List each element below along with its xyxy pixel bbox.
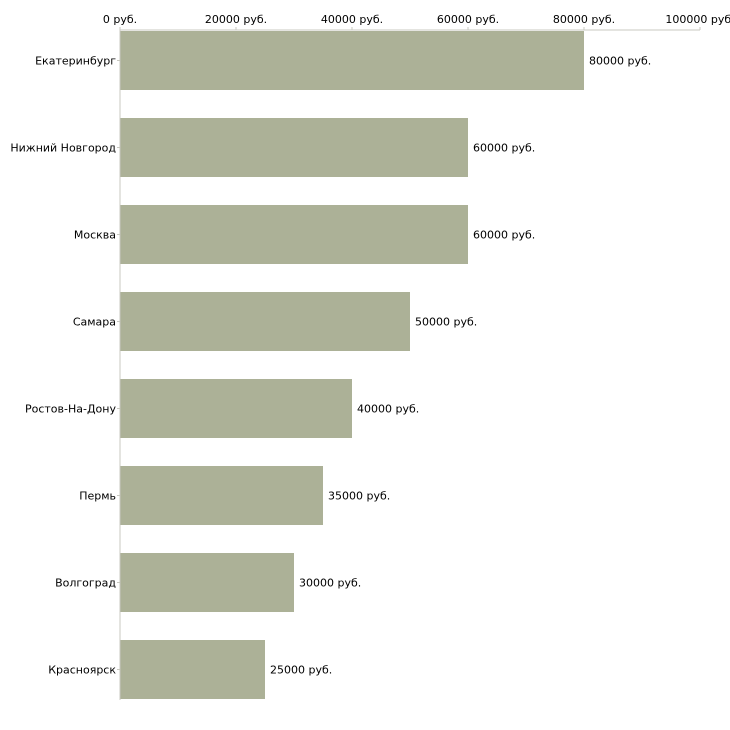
x-tick-label: 0 руб. (103, 13, 137, 26)
y-tick-label: Ростов-На-Дону (25, 403, 116, 416)
data-label: 35000 руб. (328, 490, 390, 503)
data-label: 25000 руб. (270, 664, 332, 677)
bar (120, 640, 265, 699)
data-label: 60000 руб. (473, 142, 535, 155)
data-label: 50000 руб. (415, 316, 477, 329)
y-tick-label: Москва (74, 229, 116, 242)
x-tick-label: 20000 руб. (205, 13, 267, 26)
data-label: 30000 руб. (299, 577, 361, 590)
y-tick-label: Пермь (79, 490, 116, 503)
x-tick-label: 40000 руб. (321, 13, 383, 26)
data-label: 80000 руб. (589, 55, 651, 68)
x-tick-label: 100000 руб. (665, 13, 730, 26)
data-label: 60000 руб. (473, 229, 535, 242)
bar (120, 466, 323, 525)
y-tick-label: Нижний Новгород (10, 142, 116, 155)
y-tick-label: Екатеринбург (35, 55, 116, 68)
bar (120, 205, 468, 264)
data-label: 40000 руб. (357, 403, 419, 416)
bar (120, 379, 352, 438)
x-tick-label: 60000 руб. (437, 13, 499, 26)
bar (120, 292, 410, 351)
bar (120, 31, 584, 90)
bar (120, 118, 468, 177)
y-tick-label: Красноярск (48, 664, 116, 677)
bar (120, 553, 294, 612)
y-tick-label: Волгоград (55, 577, 116, 590)
y-tick-label: Самара (73, 316, 116, 329)
x-tick-label: 80000 руб. (553, 13, 615, 26)
